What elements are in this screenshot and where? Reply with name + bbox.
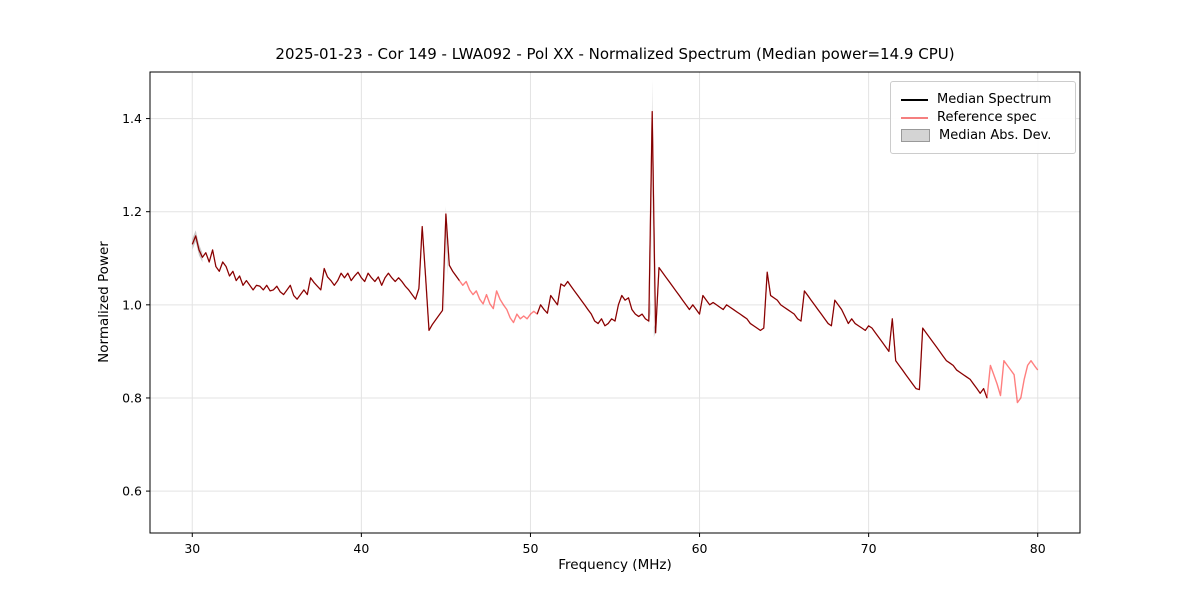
y-tick-label: 1.2 (122, 204, 142, 219)
x-axis-label: Frequency (MHz) (558, 557, 672, 573)
legend-label-median: Median Spectrum (937, 92, 1052, 107)
x-tick-label: 80 (1030, 541, 1046, 556)
median-spectrum-line (191, 111, 988, 399)
legend-label-reference: Reference spec (937, 110, 1037, 125)
y-tick-label: 0.6 (122, 484, 142, 499)
reference-spec-line (191, 110, 1039, 404)
legend-label-mad: Median Abs. Dev. (939, 128, 1052, 143)
legend-entry-mad: Median Abs. Dev. (901, 128, 1065, 143)
y-axis-label: Normalized Power (96, 241, 112, 363)
mad-patch-swatch (901, 129, 930, 142)
median-line-swatch (901, 98, 928, 101)
reference-line-swatch (901, 116, 928, 119)
x-tick-label: 60 (692, 541, 708, 556)
y-tick-label: 0.8 (122, 390, 142, 405)
x-tick-label: 40 (353, 541, 369, 556)
mad-band (192, 230, 203, 262)
axes-frame (149, 71, 1081, 534)
legend-entry-reference: Reference spec (901, 110, 1065, 125)
y-tick-label: 1.4 (122, 111, 142, 126)
x-tick-label: 50 (523, 541, 539, 556)
legend: Median Spectrum Reference spec Median Ab… (890, 81, 1076, 154)
x-tick-label: 70 (861, 541, 877, 556)
x-tick-label: 30 (184, 541, 200, 556)
plot-title: 2025-01-23 - Cor 149 - LWA092 - Pol XX -… (275, 45, 955, 63)
y-tick-label: 1.0 (122, 297, 142, 312)
legend-entry-median: Median Spectrum (901, 92, 1065, 107)
